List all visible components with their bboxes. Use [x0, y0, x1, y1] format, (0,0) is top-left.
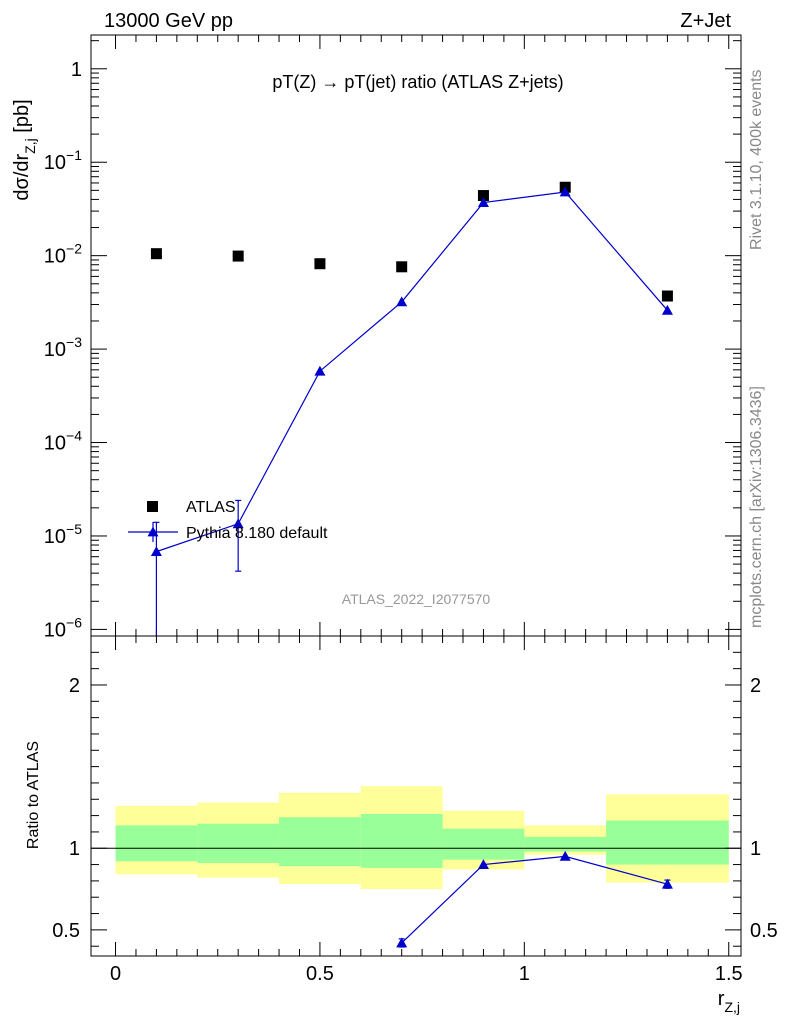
ratio-y-axis-label: Ratio to ATLAS: [25, 741, 42, 849]
ratio-band-green-4: [442, 828, 525, 860]
ratio-band-green-6: [606, 820, 729, 865]
main-y-tick-mantissa: 10: [44, 339, 66, 361]
main-y-axis-label-sub: Z,j: [22, 138, 38, 154]
ratio-band-green-1: [197, 823, 280, 863]
main-y-tick-label: 1: [71, 59, 82, 81]
ratio-pythia-point: [559, 850, 571, 861]
ratio-y-tick-label: 0.5: [52, 920, 80, 942]
main-y-tick-label: 10−3: [44, 334, 82, 361]
main-y-tick-mantissa: 10: [44, 619, 66, 641]
main-y-tick-label: 10−2: [44, 241, 82, 268]
x-tick-label: 0: [110, 963, 121, 985]
main-y-tick-exponent: −4: [66, 428, 82, 444]
x-tick-label: 1.5: [715, 963, 743, 985]
header-energy-label: 13000 GeV pp: [104, 10, 233, 32]
main-plot-frame: [90, 34, 742, 637]
main-y-tick-mantissa: 10: [44, 152, 66, 174]
legend: ATLAS Pythia 8.180 default: [128, 499, 328, 542]
main-series-group: [150, 181, 673, 636]
legend-label-atlas: ATLAS: [186, 499, 236, 516]
main-y-axis-label-main: dσ/dr: [11, 154, 33, 201]
main-y-tick-exponent: −1: [66, 147, 82, 163]
ratio-panel: Ratio to ATLAS rZ,j 0 0.5 1 1.5 0.5 0.5 1 1 2 2: [25, 635, 778, 1015]
atlas-point: [477, 190, 489, 202]
x-axis-label-sub: Z,j: [724, 999, 740, 1015]
chart-title: pT(Z) → pT(jet) ratio (ATLAS Z+jets): [272, 72, 563, 92]
x-axis-label: rZ,j: [718, 988, 740, 1015]
legend-marker-pythia: [147, 526, 159, 537]
x-tick-label: 1: [519, 963, 530, 985]
mcplots-reference-label: mcplots.cern.ch [arXiv:1306.3436]: [748, 386, 765, 628]
pythia-point: [661, 304, 673, 315]
ratio-band-green-5: [524, 836, 607, 852]
legend-label-pythia: Pythia 8.180 default: [186, 525, 328, 542]
main-y-tick-mantissa: 10: [44, 246, 66, 268]
header-process-label: Z+Jet: [680, 10, 731, 32]
main-panel: pT(Z) → pT(jet) ratio (ATLAS Z+jets) ATL…: [11, 34, 742, 641]
rivet-version-label: Rivet 3.1.10, 400k events: [748, 69, 765, 250]
legend-marker-atlas: [147, 501, 158, 512]
pythia-point: [559, 186, 571, 197]
main-y-axis-label: dσ/drZ,j [pb]: [11, 99, 38, 200]
ratio-y-tick-label: 2: [69, 675, 80, 697]
atlas-point: [661, 290, 673, 302]
x-tick-label: 0.5: [306, 963, 334, 985]
pythia-point: [477, 197, 489, 207]
ratio-pythia-point: [661, 878, 673, 889]
main-y-tick-exponent: −5: [66, 521, 82, 537]
atlas-point: [150, 248, 162, 260]
main-y-tick-label: 10−5: [44, 521, 82, 548]
main-y-tick-mantissa: 10: [44, 433, 66, 455]
ratio-pythia-line: [401, 855, 668, 944]
ratio-pythia-point: [396, 937, 408, 948]
ratio-y-tick-label: 1: [69, 838, 80, 860]
atlas-point: [396, 261, 408, 273]
pythia-point: [150, 546, 162, 557]
atlas-point: [314, 258, 326, 270]
main-y-tick-exponent: −2: [66, 241, 82, 257]
main-y-tick-exponent: −3: [66, 334, 82, 350]
ratio-y-tick-label-right: 2: [750, 675, 761, 697]
main-y-tick-mantissa: 10: [44, 526, 66, 548]
main-y-axis-label-unit: [pb]: [11, 99, 33, 138]
main-y-tick-exponent: −6: [66, 614, 82, 630]
x-axis-label-main: r: [718, 988, 725, 1010]
main-y-tick-label: 10−4: [44, 428, 82, 455]
pythia-point: [314, 365, 326, 376]
main-y-tick-label: 10−6: [44, 614, 82, 641]
ratio-y-tick-label-right: 0.5: [750, 920, 778, 942]
pythia-point: [396, 296, 408, 307]
main-y-tick-label: 10−1: [44, 147, 82, 174]
ratio-y-tick-label-right: 1: [750, 838, 761, 860]
ratio-band-green-2: [279, 817, 361, 867]
ratio-band-green-0: [115, 825, 198, 862]
ratio-pythia-point: [477, 859, 489, 869]
ratio-series-group: [396, 850, 673, 948]
atlas-point: [232, 250, 244, 262]
pythia-point: [232, 518, 244, 529]
ratio-band-green-3: [360, 813, 443, 868]
ratio-plot-frame: [90, 635, 742, 957]
analysis-watermark: ATLAS_2022_I2077570: [342, 591, 491, 607]
pythia-line: [156, 191, 668, 553]
